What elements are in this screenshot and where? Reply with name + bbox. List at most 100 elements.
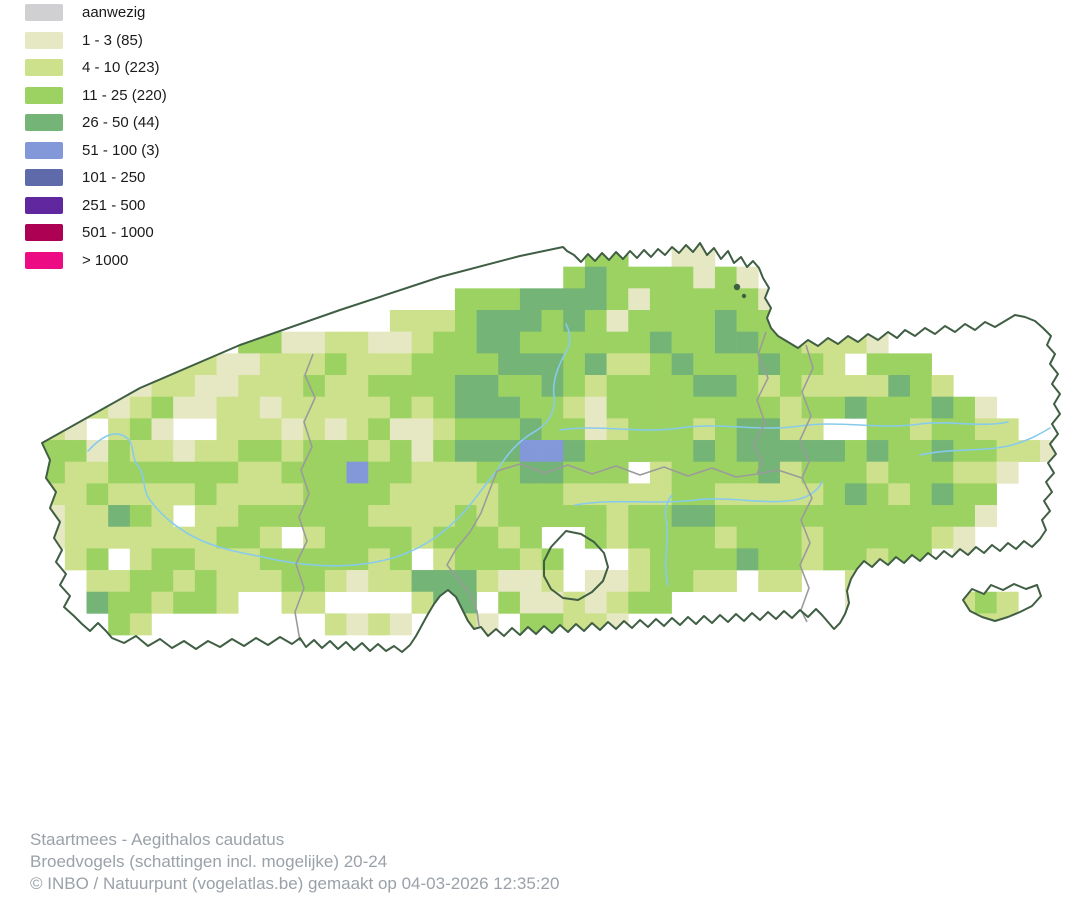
atlas-cell (411, 331, 434, 354)
atlas-cell (758, 461, 781, 484)
atlas-cell (433, 418, 456, 441)
atlas-cell (476, 331, 499, 354)
atlas-cell (714, 353, 737, 376)
atlas-cell (324, 483, 347, 506)
atlas-cell (844, 440, 867, 462)
atlas-cell (281, 396, 304, 419)
atlas-cell (519, 591, 542, 614)
atlas-cell (129, 440, 152, 462)
atlas-cell (324, 548, 347, 571)
atlas-cell (129, 375, 152, 397)
atlas-cell (476, 375, 499, 397)
atlas-cell (714, 331, 737, 354)
atlas-cell (238, 375, 261, 397)
atlas-cell (693, 440, 716, 462)
atlas-cell (649, 505, 672, 528)
atlas-cell (671, 418, 694, 441)
atlas-cell (909, 505, 932, 528)
atlas-cell (953, 483, 976, 506)
atlas-cell (823, 526, 846, 549)
atlas-cell (389, 375, 412, 397)
atlas-cell (216, 570, 239, 593)
atlas-cell (368, 440, 391, 462)
atlas-cell (129, 396, 152, 419)
atlas-cell (584, 418, 607, 441)
atlas-cell (693, 310, 716, 332)
atlas-cell (216, 483, 239, 506)
atlas-cell (866, 570, 889, 593)
atlas-cell (129, 613, 152, 636)
atlas-cell (129, 548, 152, 571)
atlas-cell (779, 526, 802, 549)
atlas-cell (671, 310, 694, 332)
atlas-cell (498, 331, 521, 354)
legend-item-251-500: 251 - 500 (25, 196, 167, 214)
atlas-cell (433, 505, 456, 528)
river-ijzer (87, 433, 259, 557)
survey-subtitle: Broedvogels (schattingen incl. mogelijke… (30, 852, 388, 871)
atlas-cell (476, 548, 499, 571)
atlas-cell (628, 591, 651, 614)
atlas-cell (519, 353, 542, 376)
atlas-cell (151, 418, 174, 441)
atlas-cell (584, 375, 607, 397)
atlas-cell (498, 548, 521, 571)
atlas-cell (368, 548, 391, 571)
atlas-cell (151, 505, 174, 528)
atlas-cell (844, 483, 867, 506)
atlas-cell (649, 440, 672, 462)
atlas-cell (303, 353, 326, 376)
legend-swatch-gt-1000 (25, 251, 63, 269)
atlas-cell (541, 570, 564, 593)
atlas-cell (606, 288, 629, 311)
border-antwerp-brabant (496, 463, 803, 479)
atlas-cell (888, 570, 911, 593)
atlas-cell (931, 461, 954, 484)
atlas-cell (42, 418, 44, 441)
atlas-cell (454, 375, 477, 397)
atlas-cell (129, 591, 152, 614)
atlas-cell (844, 396, 867, 419)
river-demer (574, 481, 823, 506)
atlas-cell (541, 418, 564, 441)
atlas-cell (433, 310, 456, 332)
atlas-cell (649, 461, 672, 484)
atlas-cell (628, 396, 651, 419)
atlas-cell (563, 353, 586, 376)
atlas-cell (476, 288, 499, 311)
atlas-cell (454, 353, 477, 376)
atlas-cell (86, 570, 109, 593)
atlas-cell (389, 526, 412, 549)
atlas-cell (866, 505, 889, 528)
atlas-cell (628, 548, 651, 571)
atlas-cell (194, 461, 217, 484)
atlas-cell (823, 461, 846, 484)
atlas-cell (389, 570, 412, 593)
legend-swatch-4-10 (25, 59, 63, 76)
atlas-cell (86, 483, 109, 506)
atlas-cell (129, 418, 152, 441)
baarle-hertog-enclave-icon (741, 293, 747, 299)
atlas-cell (649, 591, 672, 614)
atlas-cell (779, 375, 802, 397)
atlas-cell (476, 310, 499, 332)
legend-label: 501 - 1000 (82, 224, 154, 241)
atlas-cell (628, 505, 651, 528)
atlas-cell (779, 483, 802, 506)
atlas-cell (931, 418, 954, 441)
atlas-cell (953, 440, 976, 462)
atlas-cell (433, 526, 456, 549)
atlas-cell (324, 613, 347, 636)
atlas-cell (411, 570, 434, 593)
legend-label: 101 - 250 (82, 169, 146, 186)
atlas-cell (194, 591, 217, 614)
atlas-cell (888, 440, 911, 462)
atlas-cell (671, 288, 694, 311)
atlas-cell (888, 353, 911, 376)
atlas-cell (628, 310, 651, 332)
atlas-cell (411, 310, 434, 332)
rivers (87, 323, 1051, 586)
atlas-cell (303, 505, 326, 528)
atlas-cell (454, 505, 477, 528)
atlas-cell (953, 418, 976, 441)
